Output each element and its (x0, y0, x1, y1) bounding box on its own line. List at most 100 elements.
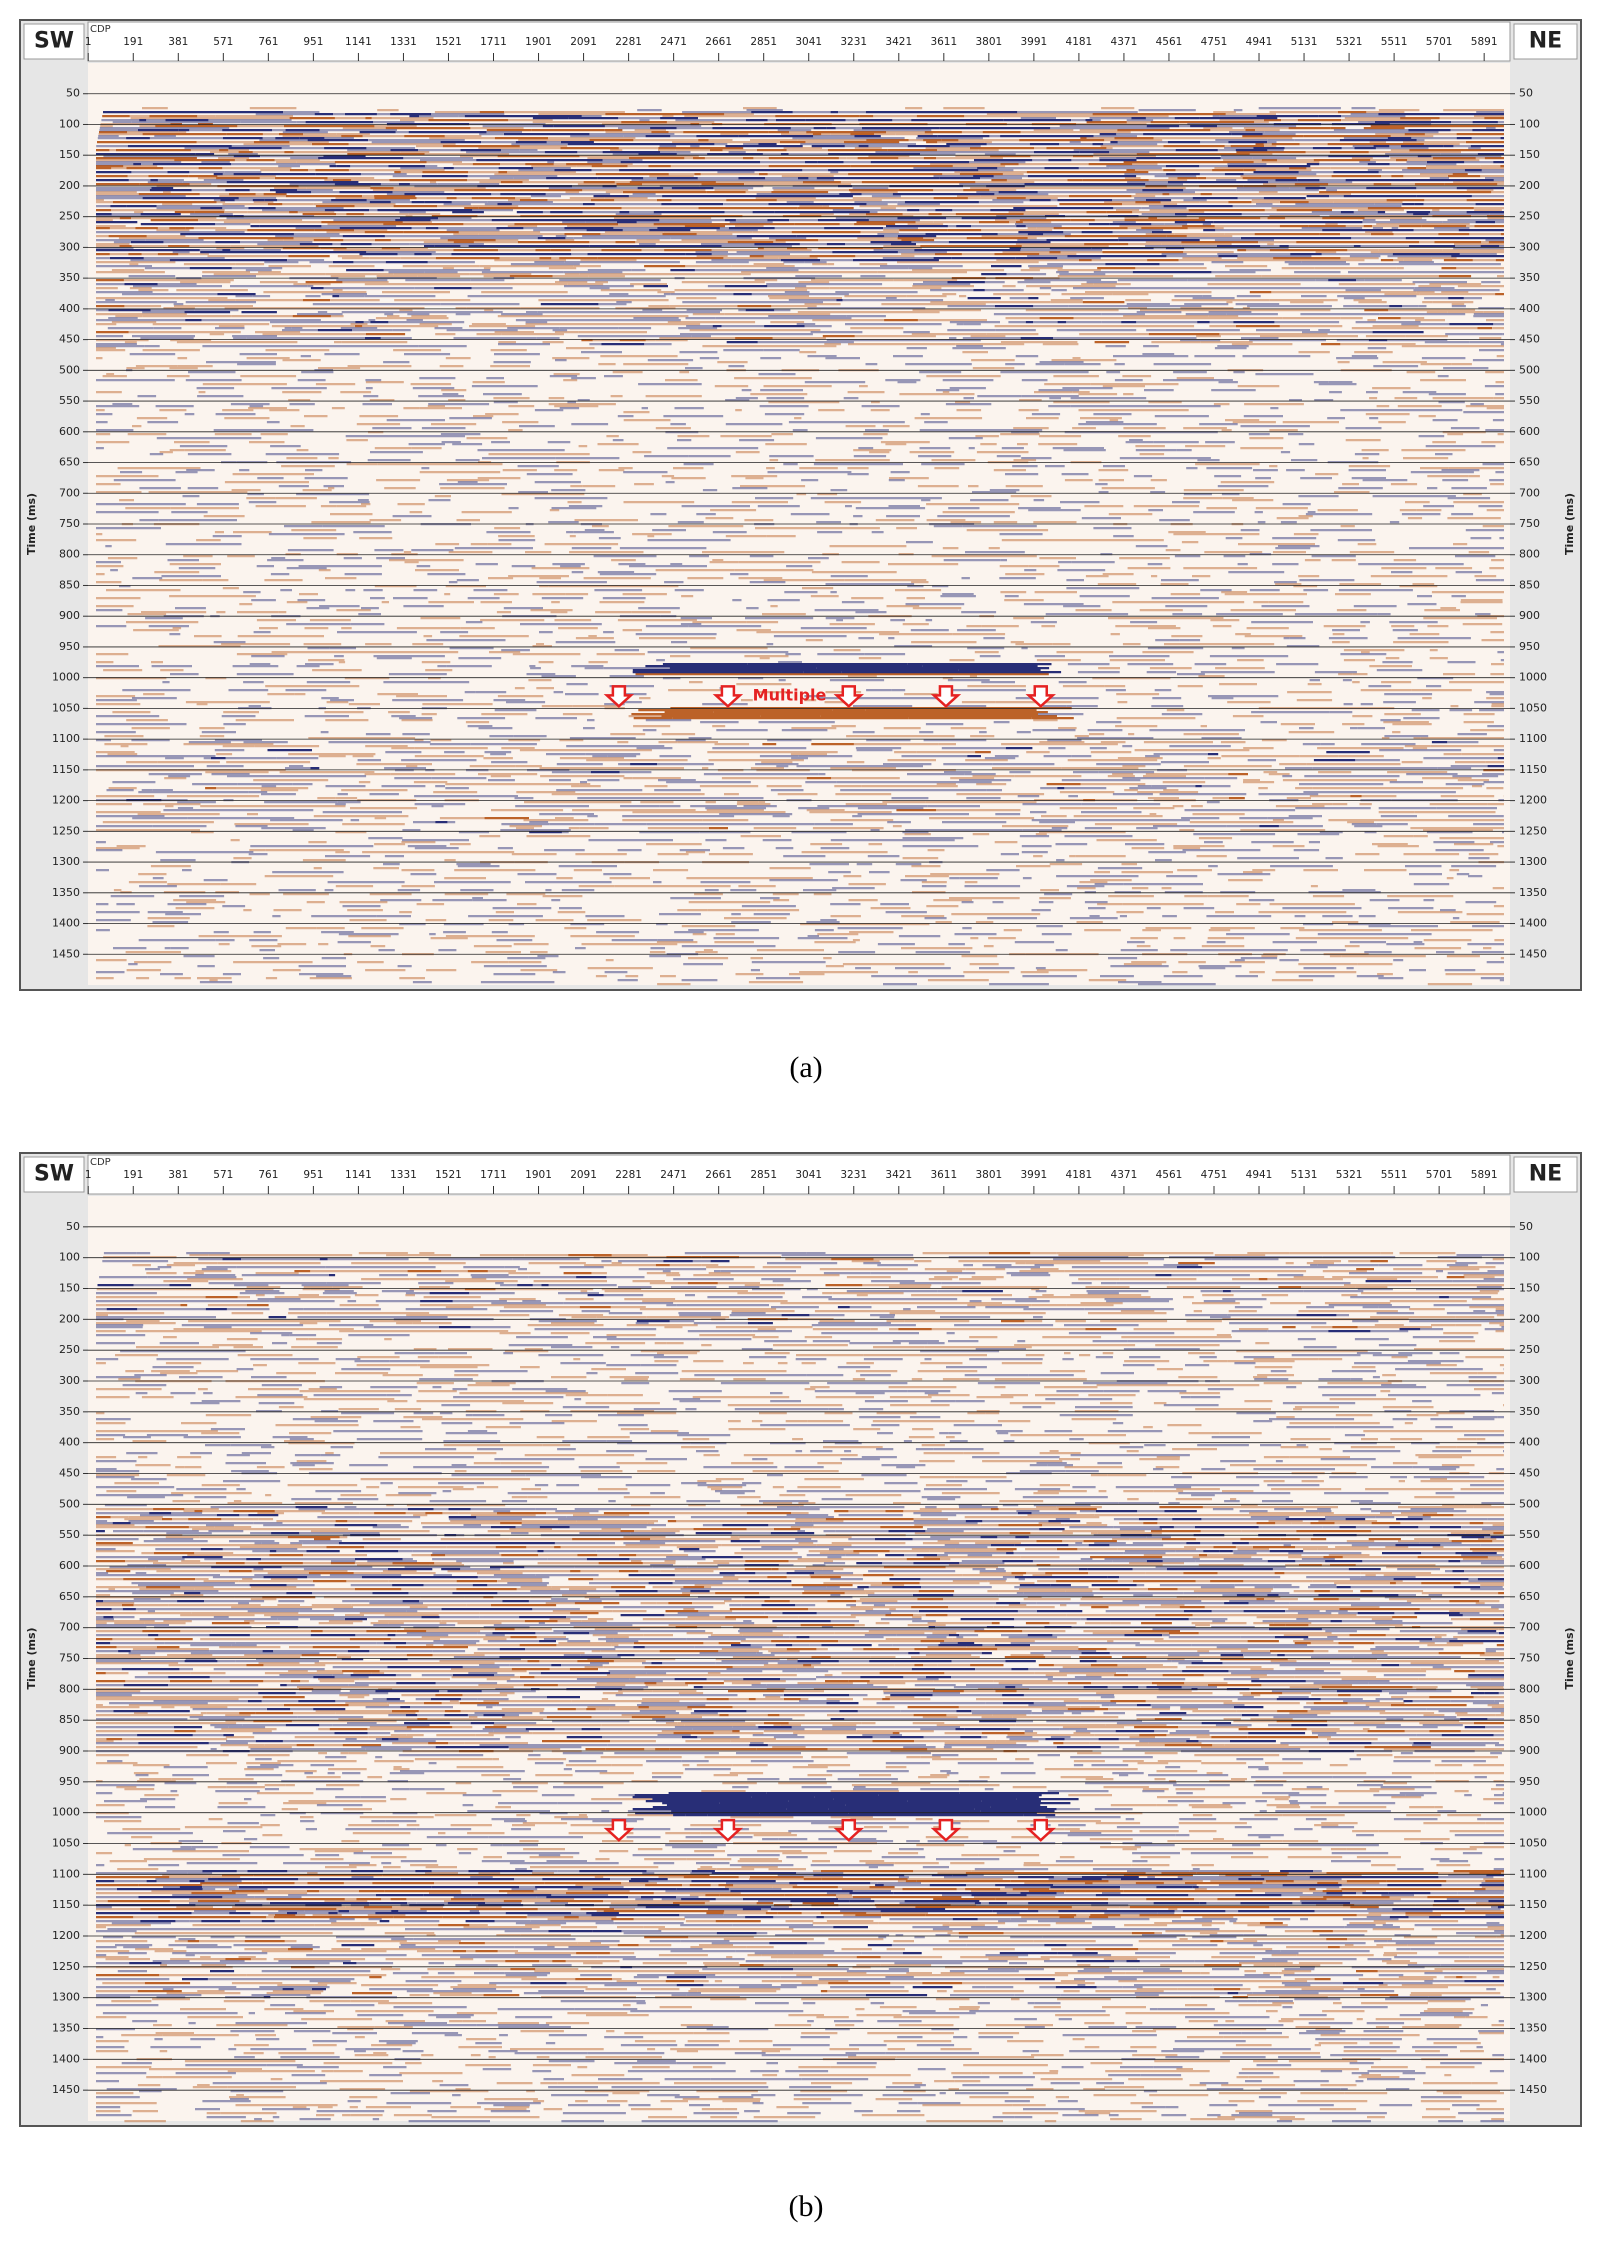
caption: (a) (789, 1051, 822, 1084)
x-tick-label: 2281 (615, 1169, 642, 1181)
arrow (930, 1818, 962, 1842)
y-tick-label: 550 (1519, 1528, 1540, 1541)
y-tick-label: 800 (1519, 548, 1540, 561)
y-tick-label: 350 (59, 1405, 80, 1418)
header-bar (87, 21, 1511, 62)
y-tick-label: 350 (1519, 271, 1540, 284)
x-tick-label: 571 (213, 36, 233, 48)
x-tick-label: 4371 (1111, 36, 1138, 48)
y-tick-label: 1350 (1519, 886, 1547, 899)
y-tick-label: 450 (1519, 1467, 1540, 1480)
right-label-box (1513, 23, 1578, 60)
y-tick-label: 850 (1519, 1713, 1540, 1726)
y-tick-label: 1200 (1519, 1929, 1547, 1942)
panel: SW NE CDP 50 50 100 100 150 150 200 200 250 250 300 30… (19, 19, 1582, 1084)
y-tick-label: 200 (59, 179, 80, 192)
x-tick-label: 1 (85, 36, 92, 48)
y-tick-label: 900 (1519, 609, 1540, 622)
y-tick-label: 850 (1519, 578, 1540, 591)
y-tick-label: 1400 (52, 917, 80, 930)
x-tick-label: 5321 (1336, 36, 1363, 48)
y-tick-label: 250 (59, 1343, 80, 1356)
y-tick-label: 1200 (52, 1929, 80, 1942)
y-tick-label: 100 (59, 1251, 80, 1264)
y-tick-label: 550 (1519, 394, 1540, 407)
left-label-box (23, 1156, 85, 1193)
y-tick-label: 1000 (1519, 671, 1547, 684)
x-tick-label: 4561 (1156, 36, 1183, 48)
x-tick-label: 5511 (1381, 1169, 1408, 1181)
y-tick-label: 250 (59, 210, 80, 223)
y-tick-label: 100 (1519, 1251, 1540, 1264)
annotation: Multiple (753, 686, 827, 705)
x-tick-label: 951 (303, 1169, 323, 1181)
x-tick-label: 5131 (1291, 1169, 1318, 1181)
y-axis-label: Time (ms) (25, 493, 38, 555)
x-tick-label: 1711 (480, 1169, 507, 1181)
seismic-texture (95, 1252, 1504, 2123)
x-tick-label: 951 (303, 36, 323, 48)
y-tick-label: 650 (59, 456, 80, 469)
y-tick-label: 200 (1519, 179, 1540, 192)
x-tick-label: 3421 (885, 1169, 912, 1181)
y-tick-label: 400 (59, 1436, 80, 1449)
y-tick-label: 250 (1519, 1343, 1540, 1356)
y-tick-label: 1300 (1519, 1991, 1547, 2004)
header-bar (87, 1154, 1511, 1195)
x-tick-label: 761 (258, 1169, 278, 1181)
y-tick-label: 150 (1519, 148, 1540, 161)
cdp-label: CDP (90, 1157, 111, 1168)
x-tick-label: 3801 (975, 36, 1002, 48)
y-tick-label: 1100 (1519, 1867, 1547, 1880)
x-tick-label: 4751 (1201, 1169, 1228, 1181)
y-tick-label: 750 (59, 517, 80, 530)
y-tick-label: 400 (1519, 1436, 1540, 1449)
x-tick-label: 2661 (705, 36, 732, 48)
x-tick-label: 191 (123, 36, 143, 48)
x-tick-label: 1901 (525, 36, 552, 48)
y-tick-label: 800 (59, 1682, 80, 1695)
y-tick-label: 750 (1519, 517, 1540, 530)
y-tick-label: 350 (1519, 1405, 1540, 1418)
arrow (930, 685, 962, 709)
x-tick-label: 1711 (480, 36, 507, 48)
y-tick-label: 1050 (1519, 701, 1547, 714)
y-tick-label: 1150 (52, 763, 80, 776)
y-tick-label: 200 (59, 1312, 80, 1325)
y-tick-label: 400 (59, 302, 80, 315)
x-tick-label: 761 (258, 36, 278, 48)
x-tick-label: 5321 (1336, 1169, 1363, 1181)
y-tick-label: 500 (59, 1497, 80, 1510)
x-tick-label: 4181 (1066, 1169, 1093, 1181)
y-tick-label: 1300 (1519, 855, 1547, 868)
y-tick-label: 400 (1519, 302, 1540, 315)
x-tick-label: 1331 (390, 1169, 417, 1181)
y-tick-label: 850 (59, 578, 80, 591)
y-tick-label: 1300 (52, 1991, 80, 2004)
y-tick-label: 1100 (1519, 732, 1547, 745)
x-tick-label: 5891 (1471, 1169, 1498, 1181)
y-tick-label: 700 (59, 1621, 80, 1634)
x-tick-label: 5511 (1381, 36, 1408, 48)
x-tick-label: 1901 (525, 1169, 552, 1181)
x-tick-label: 381 (168, 1169, 188, 1181)
x-tick-label: 2091 (570, 1169, 597, 1181)
y-tick-label: 1200 (1519, 794, 1547, 807)
y-tick-label: 750 (59, 1652, 80, 1665)
y-tick-label: 1350 (1519, 2022, 1547, 2035)
y-tick-label: 1250 (1519, 1960, 1547, 1973)
x-tick-label: 5701 (1426, 1169, 1453, 1181)
y-tick-label: 800 (59, 548, 80, 561)
seismic-texture (95, 1252, 1504, 2123)
x-tick-label: 4561 (1156, 1169, 1183, 1181)
y-tick-label: 300 (59, 1374, 80, 1387)
y-tick-label: 500 (59, 363, 80, 376)
x-tick-label: 191 (123, 1169, 143, 1181)
x-tick-label: 2851 (750, 1169, 777, 1181)
y-tick-label: 650 (1519, 1590, 1540, 1603)
x-tick-label: 3991 (1020, 36, 1047, 48)
y-tick-label: 100 (59, 117, 80, 130)
arrow (712, 685, 744, 709)
x-tick-label: 4371 (1111, 1169, 1138, 1181)
y-tick-label: 50 (1519, 1220, 1533, 1233)
